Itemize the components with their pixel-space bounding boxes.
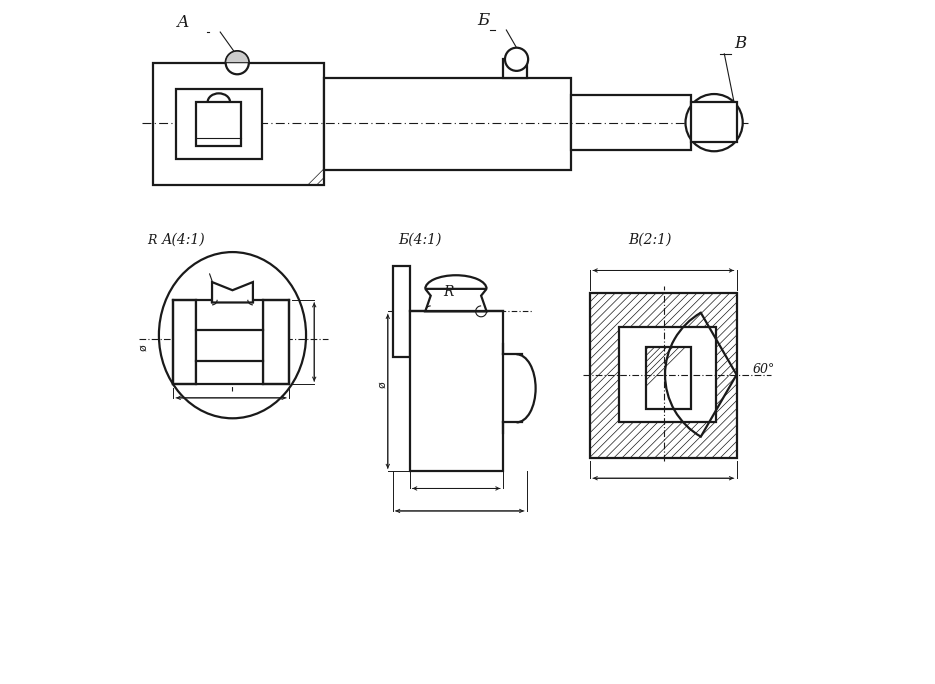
Circle shape — [685, 94, 742, 151]
Text: 60°: 60° — [753, 363, 774, 376]
Bar — [619, 327, 716, 423]
Bar — [196, 102, 241, 146]
Text: А(4:1): А(4:1) — [163, 233, 206, 247]
Bar — [571, 95, 691, 150]
Text: А: А — [177, 14, 190, 31]
Bar — [503, 60, 527, 78]
Bar — [590, 293, 737, 458]
Wedge shape — [225, 51, 249, 63]
Polygon shape — [425, 289, 486, 311]
Bar — [646, 347, 691, 409]
Bar — [196, 300, 263, 384]
Circle shape — [505, 48, 528, 71]
Text: Б: Б — [477, 12, 489, 29]
Text: R: R — [148, 234, 157, 247]
Text: ø: ø — [137, 344, 148, 351]
Text: В: В — [735, 36, 747, 53]
Bar — [152, 63, 324, 185]
Text: R: R — [443, 285, 453, 300]
Bar — [410, 311, 503, 471]
Text: ø: ø — [378, 381, 388, 388]
Bar — [173, 300, 196, 384]
Ellipse shape — [159, 252, 306, 419]
Circle shape — [225, 51, 249, 75]
Bar — [176, 89, 262, 159]
Text: В(2:1): В(2:1) — [628, 233, 671, 247]
Bar — [691, 102, 737, 142]
Text: Б(4:1): Б(4:1) — [398, 233, 441, 247]
Bar — [324, 78, 571, 170]
Bar — [263, 300, 289, 384]
Bar — [393, 265, 410, 357]
Polygon shape — [212, 282, 252, 302]
